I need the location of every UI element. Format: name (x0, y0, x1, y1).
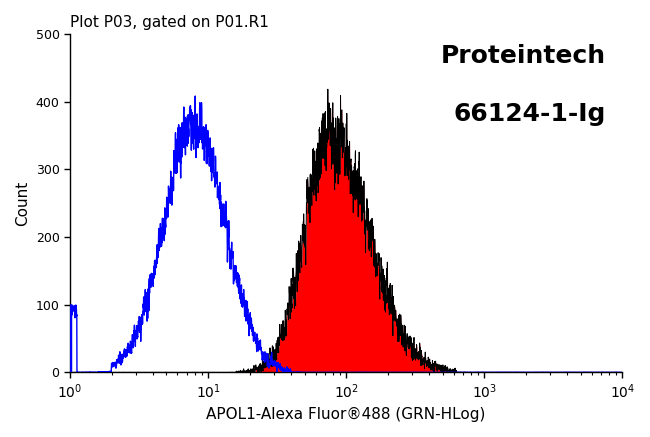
Y-axis label: Count: Count (15, 180, 30, 226)
Text: 66124-1-Ig: 66124-1-Ig (454, 102, 606, 126)
Text: Plot P03, gated on P01.R1: Plot P03, gated on P01.R1 (70, 15, 269, 30)
X-axis label: APOL1-Alexa Fluor®488 (GRN-HLog): APOL1-Alexa Fluor®488 (GRN-HLog) (207, 407, 486, 422)
Text: Proteintech: Proteintech (441, 44, 606, 68)
